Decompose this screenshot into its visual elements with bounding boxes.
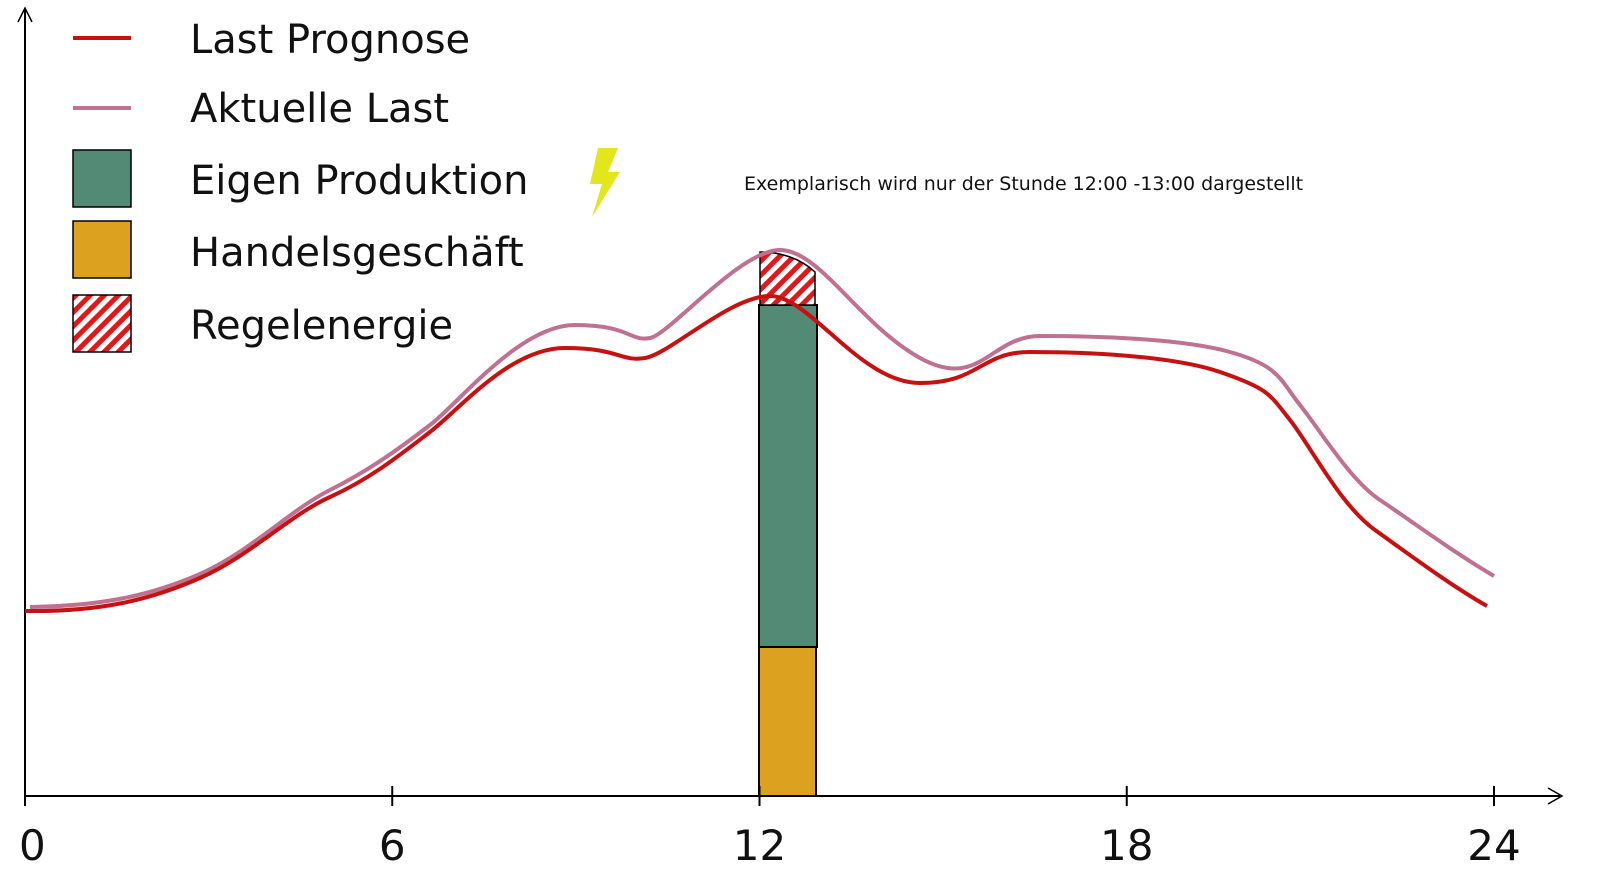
legend-swatch-handel <box>72 220 132 279</box>
handel-bar <box>758 646 817 797</box>
legend-label: Last Prognose <box>190 17 470 63</box>
regel-bar <box>759 251 816 306</box>
x-tick-label: 6 <box>379 821 406 870</box>
legend-label: Regelenergie <box>190 303 453 349</box>
legend-swatch-eigen <box>72 149 132 208</box>
legend-label: Handelsgeschäft <box>190 230 524 276</box>
x-tick-label: 12 <box>733 821 786 870</box>
x-tick-label: 18 <box>1100 821 1153 870</box>
lightning-icon <box>590 148 620 217</box>
x-tick-label: 24 <box>1467 821 1520 870</box>
annotation: Exemplarisch wird nur der Stunde 12:00 -… <box>744 173 1303 195</box>
eigen-bar <box>758 304 818 648</box>
forecast-load-curve <box>24 293 1488 614</box>
legend-swatch-regel <box>72 294 132 353</box>
actual-load-curve <box>29 247 1496 609</box>
x-tick-label: 0 <box>19 821 46 870</box>
legend-label: Aktuelle Last <box>190 86 449 132</box>
x-arrow <box>1547 787 1564 805</box>
legend-label: Eigen Produktion <box>190 158 528 204</box>
y-arrow <box>17 6 33 23</box>
